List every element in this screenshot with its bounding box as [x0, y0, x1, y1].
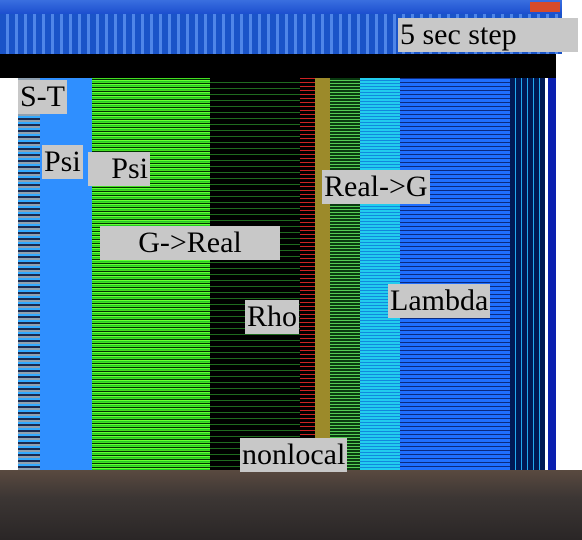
band: [300, 78, 315, 470]
band: [510, 78, 545, 470]
band: [92, 78, 210, 470]
band: [40, 78, 92, 470]
window-title-bar: [0, 0, 562, 14]
band: [210, 78, 300, 470]
annotation: Rho: [245, 300, 300, 334]
annotation: G->Real: [100, 226, 280, 260]
annotation: Lambda: [388, 284, 491, 318]
annotation: S-T: [18, 80, 67, 114]
timeline-view: [0, 78, 556, 470]
band: [360, 78, 400, 470]
close-button[interactable]: [530, 2, 560, 12]
band: [315, 78, 330, 470]
annotation: Psi: [42, 145, 83, 179]
band: [400, 78, 510, 470]
annotation: nonlocal: [240, 438, 348, 472]
annotation: Psi: [88, 152, 150, 186]
menu-bar: [0, 54, 556, 80]
annotation: Real->G: [322, 170, 430, 204]
band: [18, 78, 40, 470]
annotation: 5 sec step: [398, 18, 578, 52]
band: [545, 78, 556, 470]
band: [330, 78, 360, 470]
desktop-background: [0, 470, 582, 540]
band: [0, 78, 18, 470]
